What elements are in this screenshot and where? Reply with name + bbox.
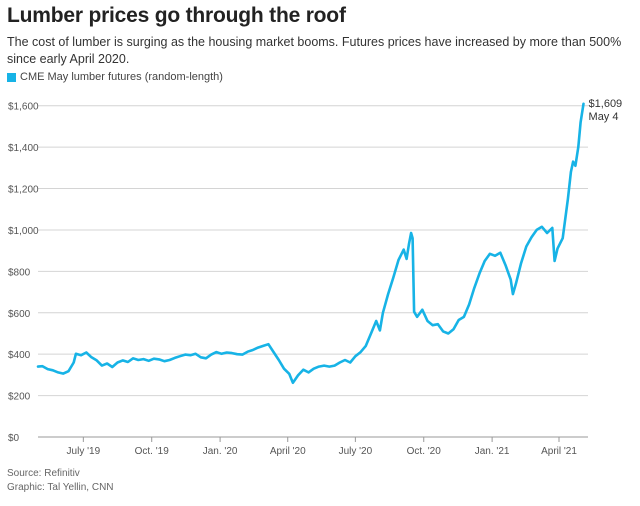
legend-label: CME May lumber futures (random-length)	[20, 71, 223, 83]
x-tick-label: Jan. '20	[203, 446, 238, 457]
series-line	[36, 102, 585, 385]
y-tick-label: $400	[8, 350, 31, 361]
y-tick-label: $1,000	[8, 226, 39, 237]
y-tick-label: $200	[8, 392, 31, 403]
x-tick-label: Jan. '21	[475, 446, 510, 457]
x-axis: July '19 Oct. '19 Jan. '20 April '20 July '2…	[67, 437, 577, 457]
x-tick-label: April '20	[270, 446, 306, 457]
y-tick-label: $0	[8, 433, 20, 444]
annotation-value: $1,609	[589, 98, 623, 110]
y-tick-label: $1,400	[8, 143, 39, 154]
grid-lines	[38, 105, 588, 397]
source-note: Source: Refinitiv	[7, 468, 80, 479]
y-axis: $0 $200 $400 $600 $800 $1,000 $1,200 $1,400 $1,6…	[8, 102, 39, 444]
chart-title: Lumber prices go through the roof	[7, 4, 346, 27]
y-tick-label: $800	[8, 267, 31, 278]
x-tick-label: Oct. '19	[135, 446, 170, 457]
legend-swatch	[7, 72, 16, 82]
x-tick-label: July '20	[339, 446, 373, 457]
legend: CME May lumber futures (random-length)	[7, 71, 223, 83]
y-tick-label: $1,600	[8, 102, 39, 113]
credit-note: Graphic: Tal Yellin, CNN	[7, 482, 114, 493]
x-tick-label: July '19	[67, 446, 101, 457]
x-tick-label: Oct. '20	[407, 446, 442, 457]
x-tick-label: April '21	[541, 446, 577, 457]
annotation-date: May 4	[589, 111, 619, 123]
y-tick-label: $600	[8, 309, 31, 320]
chart-subtitle: The cost of lumber is surging as the hou…	[7, 35, 622, 66]
y-tick-label: $1,200	[8, 185, 39, 196]
